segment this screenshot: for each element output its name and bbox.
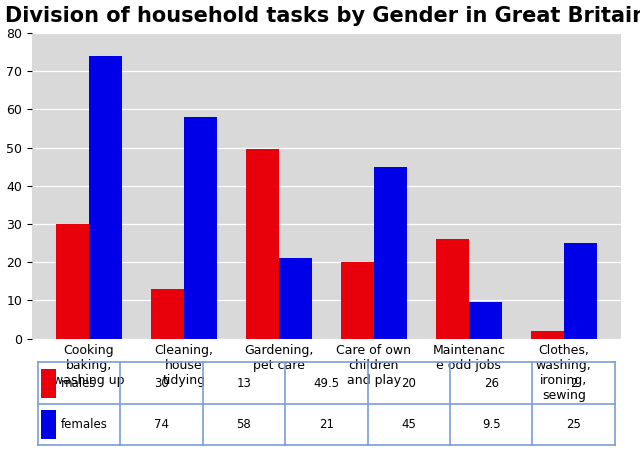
Bar xyxy=(469,303,502,339)
Text: 26: 26 xyxy=(484,377,499,390)
Bar xyxy=(41,369,56,398)
Bar xyxy=(184,117,217,339)
Bar xyxy=(56,224,89,339)
Text: females: females xyxy=(61,418,108,431)
Text: 9.5: 9.5 xyxy=(482,418,500,431)
Bar xyxy=(374,166,407,339)
Bar xyxy=(150,289,184,339)
Text: 74: 74 xyxy=(154,418,169,431)
Text: 21: 21 xyxy=(319,418,334,431)
Bar xyxy=(246,150,279,339)
Y-axis label: Minutes per person per day: Minutes per person per day xyxy=(0,99,1,272)
Text: 45: 45 xyxy=(401,418,416,431)
Bar xyxy=(279,258,312,339)
Bar xyxy=(436,239,469,339)
Text: males: males xyxy=(61,377,97,390)
Bar xyxy=(564,243,597,339)
Title: Division of household tasks by Gender in Great Britain: Division of household tasks by Gender in… xyxy=(5,6,640,26)
Text: 25: 25 xyxy=(566,418,581,431)
Text: 58: 58 xyxy=(237,418,252,431)
Bar xyxy=(89,56,122,339)
Text: 20: 20 xyxy=(401,377,416,390)
Bar xyxy=(41,410,56,439)
Text: 13: 13 xyxy=(237,377,252,390)
Text: 30: 30 xyxy=(154,377,169,390)
Bar xyxy=(340,262,374,339)
Text: 49.5: 49.5 xyxy=(314,377,339,390)
Bar xyxy=(531,331,564,339)
Text: 2: 2 xyxy=(570,377,577,390)
